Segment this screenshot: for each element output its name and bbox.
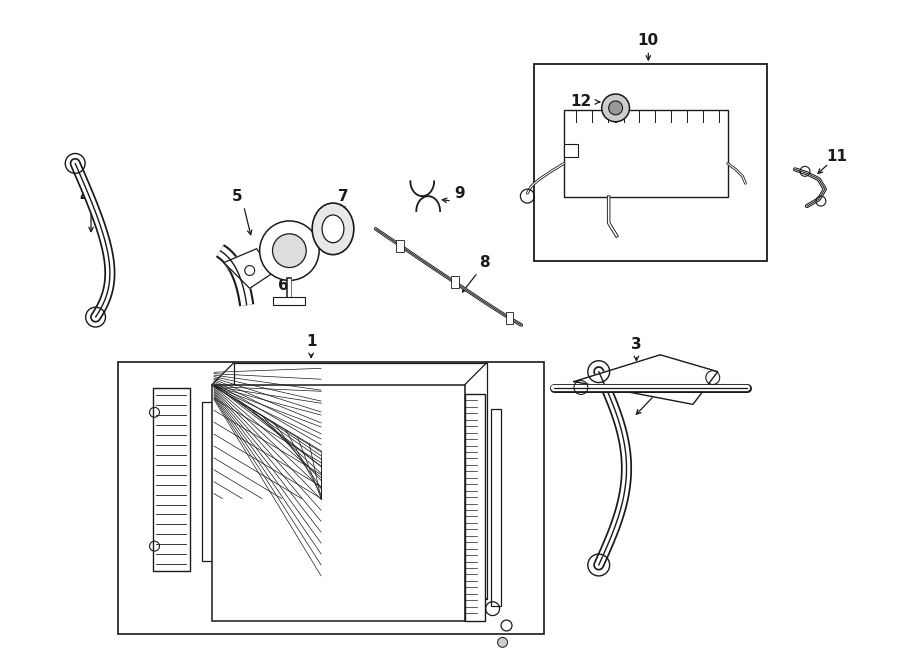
Text: 9: 9 — [454, 186, 465, 201]
Text: 5: 5 — [231, 188, 242, 204]
Bar — [491, 409, 500, 605]
Circle shape — [273, 234, 306, 268]
Bar — [274, 297, 305, 305]
Text: 12: 12 — [571, 95, 591, 110]
Text: 10: 10 — [638, 33, 659, 48]
Bar — [451, 276, 459, 288]
Circle shape — [602, 94, 629, 122]
Bar — [397, 240, 404, 252]
Text: 2: 2 — [655, 374, 666, 389]
Text: 7: 7 — [338, 188, 348, 204]
Bar — [212, 385, 465, 621]
Polygon shape — [574, 355, 717, 405]
Text: 11: 11 — [826, 149, 847, 164]
Ellipse shape — [312, 203, 354, 254]
Circle shape — [498, 637, 508, 647]
Bar — [234, 363, 487, 599]
Circle shape — [259, 221, 320, 280]
Bar — [118, 362, 544, 635]
Bar — [564, 143, 578, 157]
Bar — [564, 110, 727, 197]
Text: 3: 3 — [631, 337, 642, 352]
Text: 1: 1 — [306, 334, 317, 350]
Bar — [465, 395, 485, 621]
Bar — [202, 403, 214, 561]
Polygon shape — [224, 249, 274, 288]
Bar — [152, 387, 190, 571]
Text: 4: 4 — [80, 188, 90, 204]
Circle shape — [608, 101, 623, 115]
Bar — [506, 312, 514, 324]
Text: 6: 6 — [278, 278, 289, 293]
Bar — [535, 64, 768, 260]
Text: 8: 8 — [480, 255, 490, 270]
Ellipse shape — [322, 215, 344, 243]
